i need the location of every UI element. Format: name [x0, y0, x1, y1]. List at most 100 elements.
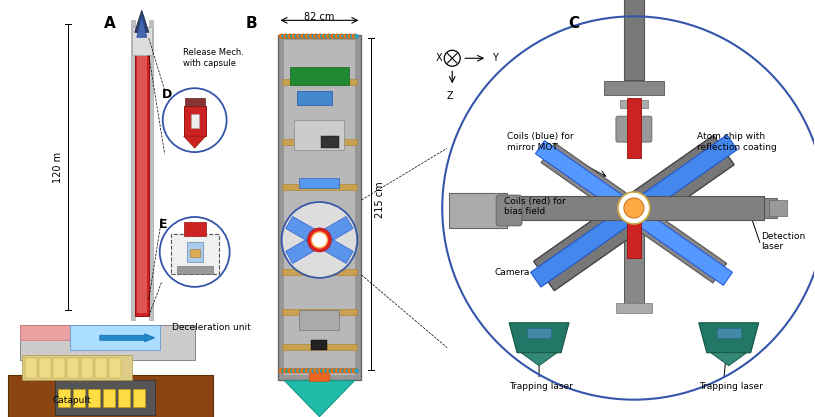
Polygon shape [535, 141, 733, 285]
FancyBboxPatch shape [191, 114, 199, 128]
FancyBboxPatch shape [22, 355, 132, 380]
Circle shape [307, 369, 311, 373]
FancyBboxPatch shape [624, 233, 644, 308]
Circle shape [318, 368, 323, 373]
Polygon shape [541, 143, 727, 283]
FancyBboxPatch shape [20, 325, 195, 360]
Circle shape [311, 34, 315, 38]
Circle shape [288, 34, 293, 39]
Circle shape [284, 34, 289, 39]
Circle shape [348, 368, 353, 373]
Circle shape [292, 368, 297, 373]
FancyBboxPatch shape [749, 198, 777, 218]
Circle shape [335, 34, 340, 39]
FancyBboxPatch shape [624, 0, 644, 80]
Polygon shape [509, 323, 569, 353]
Text: C: C [568, 16, 579, 31]
FancyBboxPatch shape [39, 358, 51, 378]
Circle shape [350, 34, 355, 38]
Text: Trapping laser: Trapping laser [509, 382, 573, 391]
Circle shape [286, 369, 290, 373]
Circle shape [294, 34, 298, 38]
FancyBboxPatch shape [81, 358, 93, 378]
Circle shape [301, 368, 306, 373]
Circle shape [283, 203, 356, 277]
Circle shape [305, 368, 310, 373]
Polygon shape [134, 10, 149, 32]
FancyBboxPatch shape [8, 375, 213, 417]
FancyBboxPatch shape [321, 136, 339, 148]
Circle shape [316, 369, 319, 373]
Circle shape [303, 369, 307, 373]
FancyBboxPatch shape [190, 249, 200, 257]
FancyBboxPatch shape [281, 344, 358, 350]
Circle shape [313, 368, 319, 373]
Text: 120 m: 120 m [53, 151, 63, 183]
Circle shape [309, 368, 314, 373]
Circle shape [284, 368, 289, 373]
FancyBboxPatch shape [103, 389, 115, 407]
Text: 215 cm: 215 cm [376, 182, 385, 219]
Circle shape [298, 369, 302, 373]
FancyBboxPatch shape [496, 195, 522, 226]
Circle shape [352, 34, 357, 39]
Circle shape [309, 34, 314, 39]
FancyBboxPatch shape [88, 389, 99, 407]
Circle shape [343, 34, 348, 39]
FancyArrow shape [99, 334, 155, 342]
FancyBboxPatch shape [130, 20, 134, 320]
FancyBboxPatch shape [20, 325, 85, 340]
FancyBboxPatch shape [134, 32, 149, 316]
Text: B: B [246, 16, 258, 31]
FancyBboxPatch shape [187, 242, 203, 262]
FancyBboxPatch shape [281, 309, 358, 315]
Circle shape [322, 368, 327, 373]
Text: Trapping laser: Trapping laser [698, 382, 763, 391]
Circle shape [311, 232, 328, 248]
Circle shape [281, 369, 285, 373]
FancyBboxPatch shape [294, 120, 345, 150]
Circle shape [346, 34, 350, 38]
Polygon shape [711, 353, 747, 366]
Text: Catapult: Catapult [52, 396, 91, 404]
Text: Release Mech.
with capsule: Release Mech. with capsule [183, 48, 244, 68]
FancyBboxPatch shape [620, 100, 648, 108]
Text: E: E [158, 218, 167, 231]
Circle shape [326, 368, 331, 373]
FancyBboxPatch shape [616, 116, 652, 142]
Circle shape [352, 368, 357, 373]
Circle shape [305, 34, 310, 39]
Text: A: A [104, 16, 116, 31]
FancyBboxPatch shape [284, 40, 355, 375]
Circle shape [307, 34, 311, 38]
FancyBboxPatch shape [716, 328, 741, 338]
Text: Y: Y [492, 53, 498, 63]
Polygon shape [531, 135, 738, 287]
Circle shape [294, 369, 298, 373]
Circle shape [350, 369, 355, 373]
Circle shape [348, 34, 353, 39]
FancyBboxPatch shape [281, 269, 358, 275]
FancyBboxPatch shape [67, 358, 79, 378]
Circle shape [337, 34, 341, 38]
FancyBboxPatch shape [627, 98, 641, 158]
Circle shape [279, 368, 284, 373]
Circle shape [303, 34, 307, 38]
FancyBboxPatch shape [289, 67, 350, 85]
FancyBboxPatch shape [177, 266, 213, 274]
Circle shape [301, 34, 306, 39]
Circle shape [290, 369, 294, 373]
FancyBboxPatch shape [311, 340, 328, 350]
Circle shape [324, 34, 328, 38]
Circle shape [335, 368, 340, 373]
Circle shape [288, 368, 293, 373]
Text: Camera: Camera [494, 268, 530, 277]
FancyBboxPatch shape [137, 35, 147, 313]
FancyBboxPatch shape [185, 98, 205, 106]
Circle shape [618, 192, 650, 224]
FancyBboxPatch shape [604, 81, 664, 95]
Circle shape [296, 368, 302, 373]
Polygon shape [548, 150, 720, 276]
Circle shape [326, 34, 331, 39]
Circle shape [331, 368, 336, 373]
